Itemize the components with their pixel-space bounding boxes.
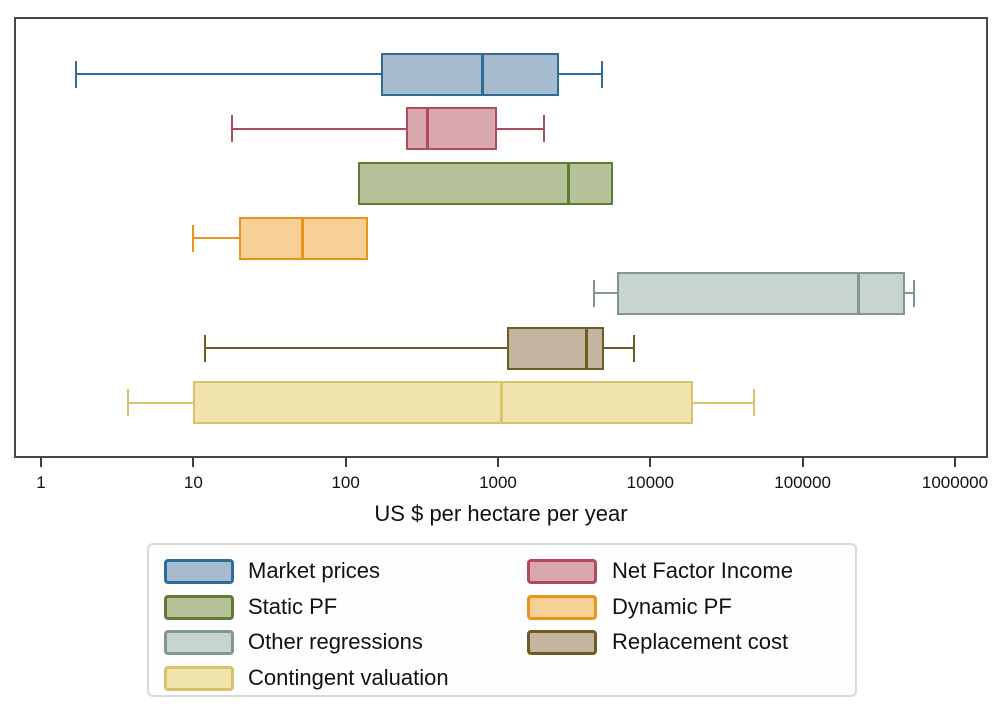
legend-label-market-prices: Market prices: [248, 558, 381, 583]
legend-swatch-contingent-valuation: [164, 666, 234, 692]
whisker-cap-right-net-factor-income: [542, 115, 545, 143]
whisker-left-other-regressions: [594, 292, 617, 295]
legend-swatch-dynamic-pf: [527, 594, 597, 620]
whisker-cap-left-dynamic-pf: [192, 224, 195, 252]
median-replacement-cost: [585, 326, 589, 370]
whisker-right-replacement-cost: [604, 347, 634, 349]
whisker-left-market-prices: [76, 73, 381, 75]
whisker-cap-right-other-regressions: [913, 279, 916, 307]
whisker-right-market-prices: [558, 73, 602, 75]
whisker-cap-left-other-regressions: [593, 279, 596, 307]
x-tick-100000: [801, 458, 804, 467]
whisker-left-net-factor-income: [232, 127, 407, 130]
x-tick-100: [344, 458, 347, 467]
x-tick-label-100: 100: [331, 473, 360, 492]
whisker-cap-right-replacement-cost: [632, 334, 635, 362]
x-tick-label-1: 1: [36, 473, 46, 492]
x-tick-label-10000: 10000: [626, 473, 674, 492]
median-market-prices: [480, 52, 484, 96]
x-tick-label-1000: 1000: [479, 473, 517, 492]
legend-label-net-factor-income: Net Factor Income: [612, 558, 793, 583]
whisker-right-other-regressions: [905, 292, 915, 295]
legend-label-static-pf: Static PF: [248, 593, 338, 619]
legend-swatch-replacement-cost: [527, 630, 597, 656]
x-tick-1000000: [953, 458, 956, 467]
whisker-cap-right-market-prices: [600, 60, 603, 88]
whisker-left-replacement-cost: [205, 347, 508, 349]
x-axis-title: US $ per hectare per year: [374, 501, 628, 526]
x-tick-10: [192, 458, 195, 467]
whisker-cap-left-replacement-cost: [204, 334, 207, 362]
whisker-right-net-factor-income: [496, 127, 544, 130]
legend-label-other-regressions: Other regressions: [248, 629, 423, 655]
whisker-cap-left-net-factor-income: [231, 115, 234, 143]
whisker-right-contingent-valuation: [692, 401, 755, 404]
box-net-factor-income: [406, 107, 497, 151]
whisker-cap-right-contingent-valuation: [753, 389, 756, 417]
median-contingent-valuation: [500, 381, 504, 425]
x-tick-label-100000: 100000: [774, 473, 831, 492]
median-net-factor-income: [425, 107, 429, 151]
legend-label-dynamic-pf: Dynamic PF: [612, 593, 732, 619]
legend-swatch-market-prices: [164, 559, 234, 584]
whisker-left-contingent-valuation: [127, 401, 194, 404]
whisker-left-dynamic-pf: [193, 237, 240, 240]
box-static-pf: [357, 162, 614, 206]
legend-box: Market prices Net Factor Income Static PF D…: [147, 543, 857, 697]
x-tick-1: [40, 458, 42, 467]
box-other-regressions: [616, 271, 906, 315]
median-static-pf: [567, 162, 571, 206]
median-other-regressions: [856, 271, 860, 315]
x-tick-10000: [649, 458, 652, 467]
legend-swatch-other-regressions: [164, 630, 234, 656]
x-tick-label-1000000: 1000000: [921, 473, 989, 492]
box-market-prices: [380, 52, 559, 96]
box-contingent-valuation: [193, 381, 693, 425]
legend-label-contingent-valuation: Contingent valuation: [248, 665, 449, 691]
box-replacement-cost: [507, 326, 605, 370]
x-tick-1000: [496, 458, 499, 467]
legend-swatch-net-factor-income: [527, 559, 597, 584]
whisker-cap-left-contingent-valuation: [126, 389, 129, 417]
median-dynamic-pf: [301, 216, 305, 260]
whisker-cap-left-market-prices: [75, 60, 78, 88]
x-tick-label-10: 10: [183, 473, 203, 492]
legend-swatch-static-pf: [164, 594, 234, 620]
legend-label-replacement-cost: Replacement cost: [612, 629, 789, 655]
